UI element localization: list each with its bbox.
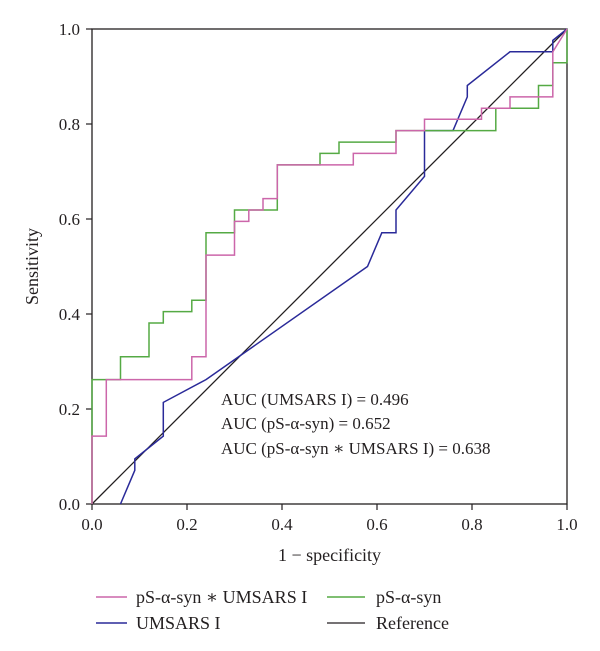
y-axis-ticks: 0.0 0.2 0.4 0.6 0.8 1.0 xyxy=(59,20,92,514)
x-tick-label: 0.4 xyxy=(271,515,293,534)
y-tick-label: 0.6 xyxy=(59,210,80,229)
auc-annotation-combined: AUC (pS-α-syn ∗ UMSARS I) = 0.638 xyxy=(221,439,491,458)
y-axis-label: Sensitivity xyxy=(22,228,42,305)
x-tick-label: 0.2 xyxy=(176,515,197,534)
y-tick-label: 1.0 xyxy=(59,20,80,39)
plot-frame xyxy=(91,28,568,505)
legend-label-ps-syn: pS-α-syn xyxy=(376,587,441,607)
auc-annotation-umsars: AUC (UMSARS I) = 0.496 xyxy=(221,390,409,409)
series-line-umsars-i xyxy=(119,28,568,505)
legend-label-umsars: UMSARS I xyxy=(136,613,221,633)
series-line-ps-syn-umsars-i xyxy=(91,28,568,504)
x-axis-ticks: 0.0 0.2 0.4 0.6 0.8 1.0 xyxy=(81,504,578,534)
x-axis-label: 1 − specificity xyxy=(278,545,381,565)
x-tick-label: 1.0 xyxy=(556,515,577,534)
series-layer xyxy=(91,28,568,505)
x-tick-label: 0.0 xyxy=(81,515,102,534)
auc-annotation-ps-syn: AUC (pS-α-syn) = 0.652 xyxy=(221,414,391,433)
x-tick-label: 0.6 xyxy=(366,515,387,534)
y-tick-label: 0.0 xyxy=(59,495,80,514)
y-tick-label: 0.4 xyxy=(59,305,81,324)
y-tick-label: 0.2 xyxy=(59,400,80,419)
x-tick-label: 0.8 xyxy=(461,515,482,534)
legend-label-combined: pS-α-syn ∗ UMSARS I xyxy=(136,587,307,607)
legend-label-reference: Reference xyxy=(376,613,449,633)
y-tick-label: 0.8 xyxy=(59,115,80,134)
legend: pS-α-syn ∗ UMSARS I pS-α-syn UMSARS I Re… xyxy=(96,587,449,633)
